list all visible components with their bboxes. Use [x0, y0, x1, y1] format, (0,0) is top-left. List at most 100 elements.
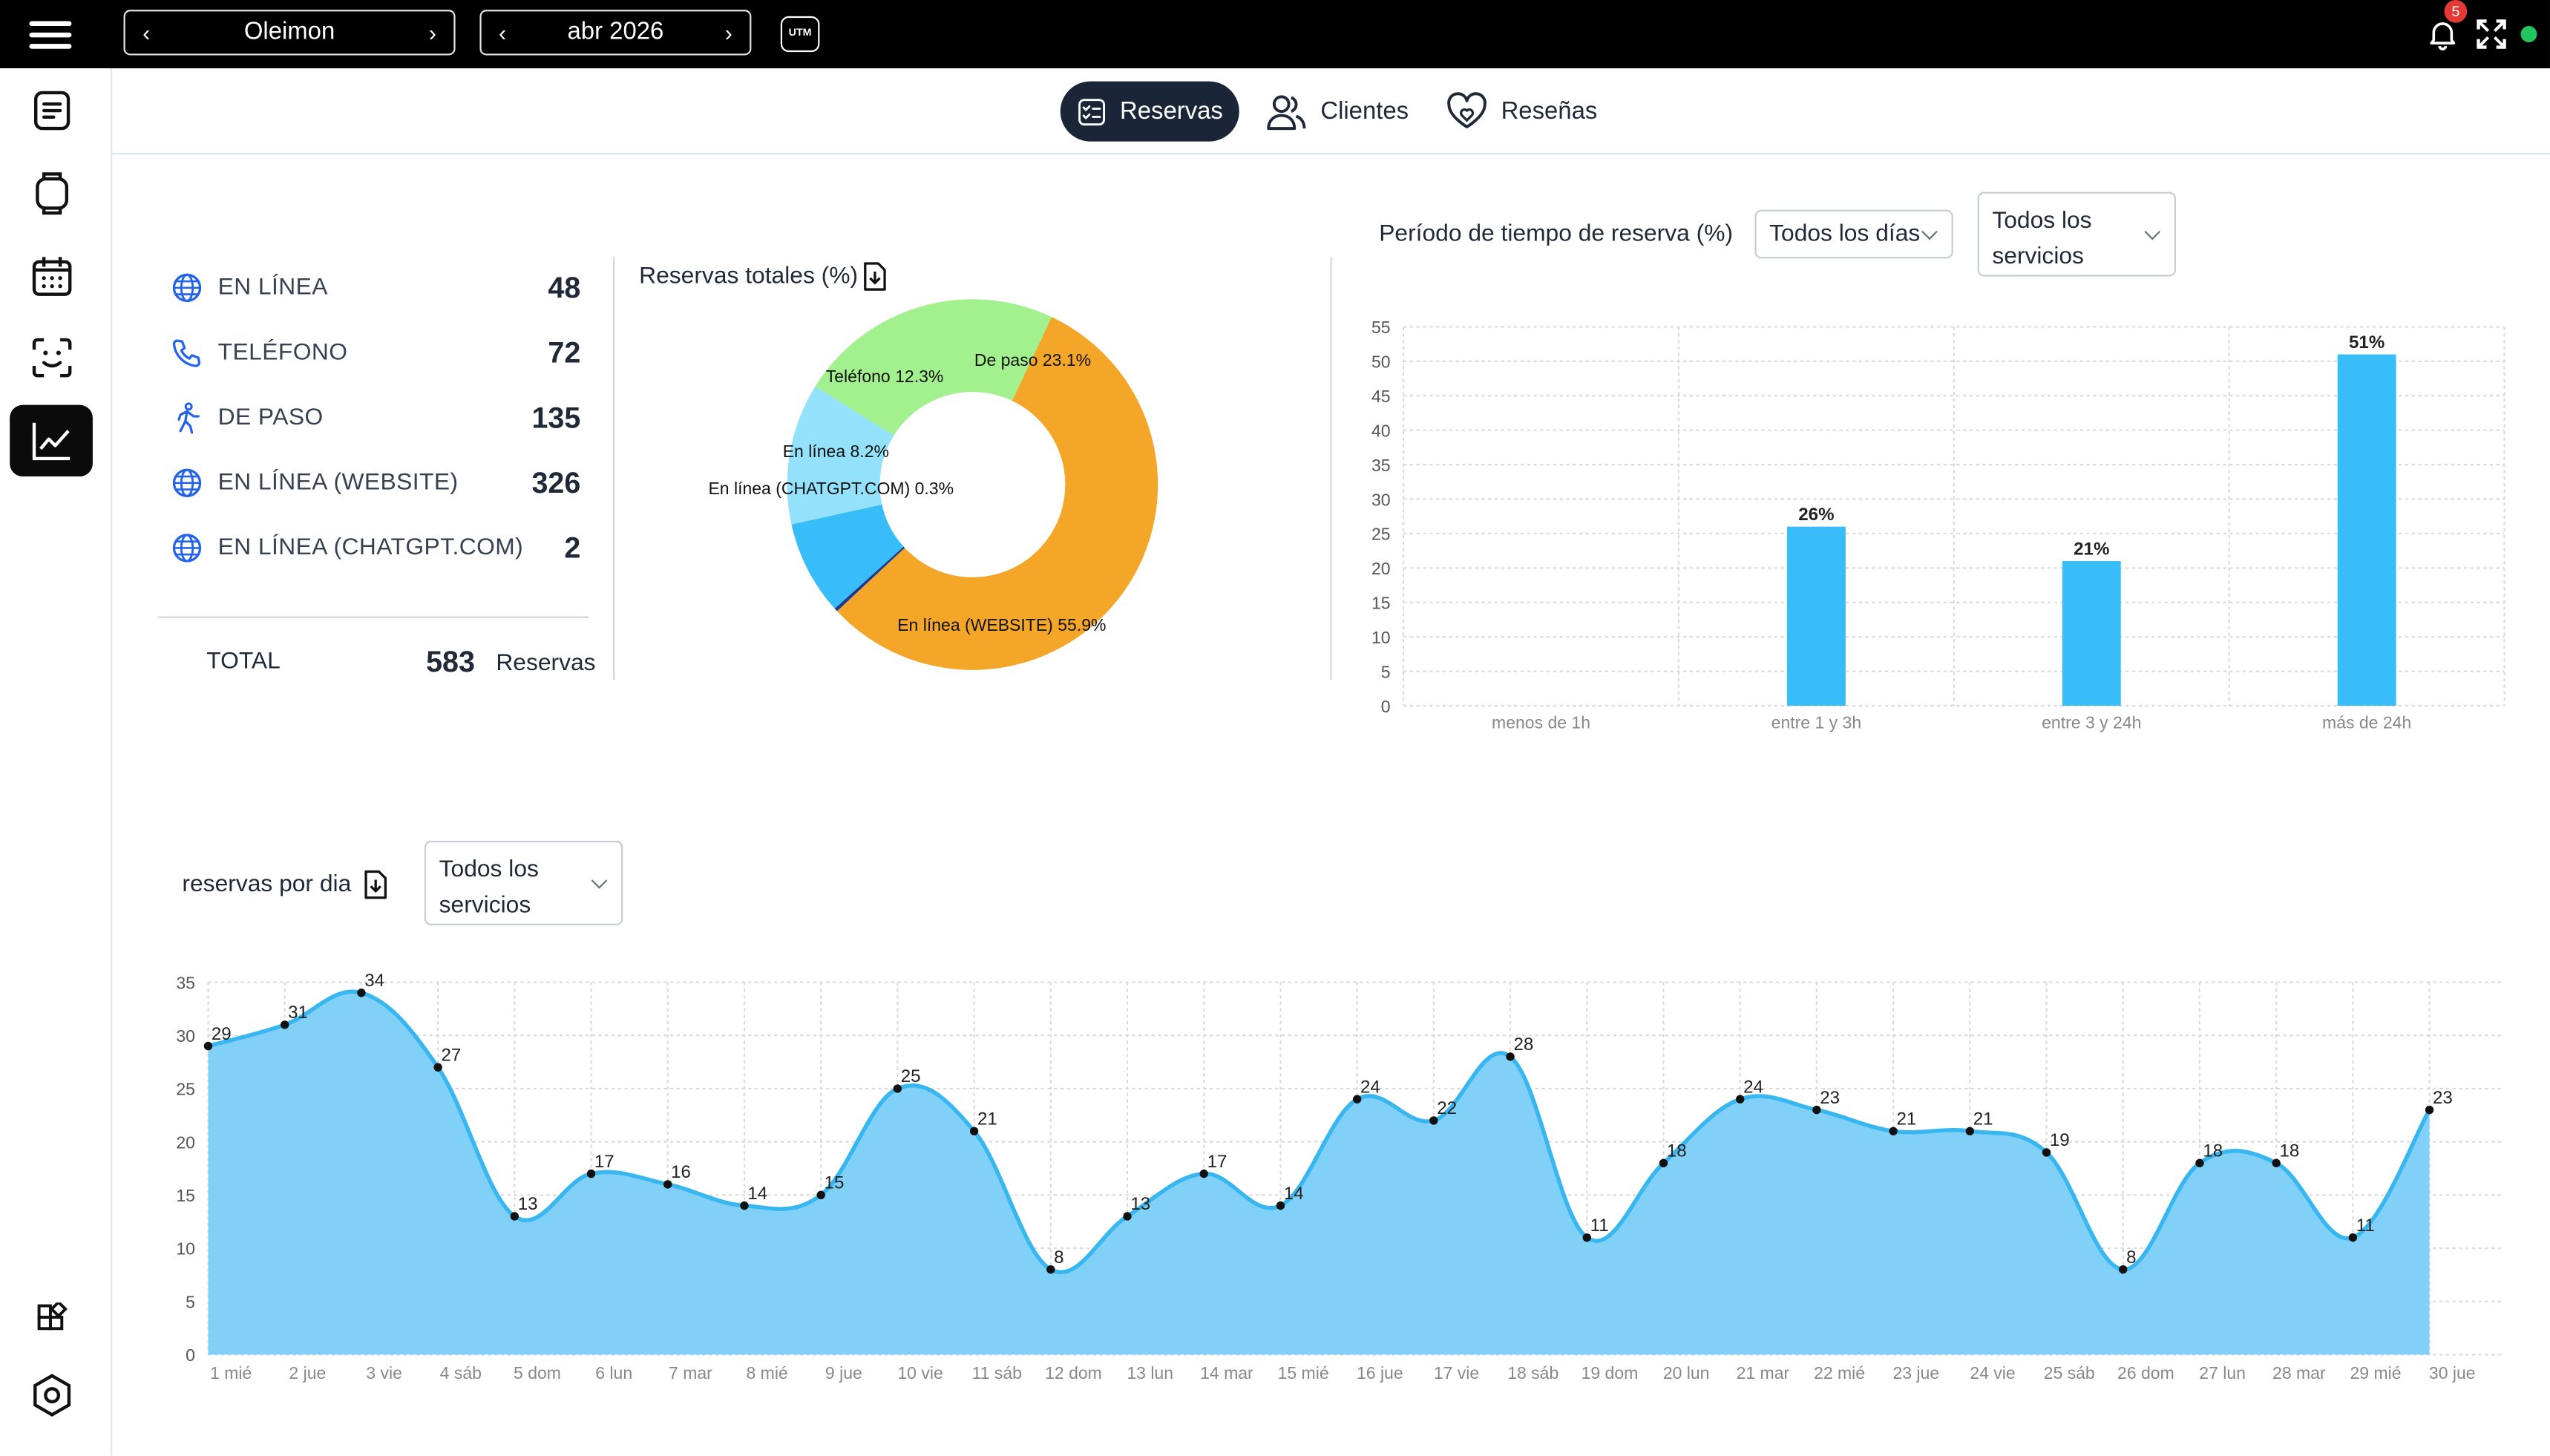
sidebar-item-device[interactable] [10, 158, 93, 229]
data-point [663, 1180, 672, 1189]
x-tick-label: 22 mié [1814, 1363, 1865, 1383]
fullscreen-icon[interactable] [2475, 18, 2508, 50]
data-point [893, 1084, 902, 1093]
utm-button[interactable]: UTM [780, 16, 820, 53]
x-tick-label: 18 sáb [1507, 1363, 1558, 1383]
data-point [280, 1020, 289, 1029]
data-point [1352, 1095, 1362, 1104]
y-tick-label: 0 [1381, 697, 1391, 716]
data-point [816, 1190, 825, 1199]
point-data-label: 11 [2356, 1216, 2375, 1236]
tab-clientes[interactable]: Clientes [1265, 82, 1409, 142]
x-tick-label: menos de 1h [1492, 713, 1590, 732]
point-data-label: 24 [1743, 1077, 1763, 1097]
point-data-label: 16 [671, 1162, 691, 1182]
donut-slice [815, 299, 1052, 436]
month-label[interactable]: abr 2026 [567, 18, 664, 46]
sidebar-item-calendar[interactable] [10, 240, 93, 312]
hamburger-menu-icon[interactable] [29, 18, 72, 50]
x-tick-label: 23 jue [1892, 1363, 1939, 1383]
data-point [1199, 1169, 1208, 1178]
bar-data-label: 26% [1798, 505, 1834, 525]
bell-icon[interactable] [2425, 16, 2460, 52]
y-tick-label: 55 [1371, 318, 1391, 337]
x-tick-label: 21 mar [1737, 1363, 1790, 1383]
source-value: 72 [548, 335, 581, 369]
data-point [1046, 1265, 1055, 1274]
month-next-button[interactable]: › [724, 19, 732, 46]
period-title: Período de tiempo de reserva (%) [1379, 221, 1734, 248]
x-tick-label: 14 mar [1200, 1363, 1253, 1383]
total-unit: Reservas [496, 650, 596, 677]
x-tick-label: 15 mié [1278, 1363, 1329, 1383]
x-tick-label: 8 mié [747, 1363, 788, 1383]
point-data-label: 8 [2126, 1247, 2136, 1268]
bar-data-label: 21% [2074, 539, 2109, 559]
data-point [1659, 1158, 1668, 1167]
data-point [1123, 1212, 1132, 1221]
month-prev-button[interactable]: ‹ [498, 19, 507, 46]
data-point [203, 1041, 213, 1051]
tab-reservas[interactable]: Reservas [1060, 81, 1239, 142]
data-point [2042, 1148, 2051, 1157]
tabs-divider [112, 152, 2550, 155]
sidebar-item-settings[interactable] [10, 1360, 93, 1431]
tab-resenas[interactable]: Reseñas [1446, 82, 1597, 142]
y-tick-label: 30 [176, 1026, 195, 1046]
globe-icon [172, 273, 202, 303]
source-value: 135 [531, 401, 581, 433]
settings-icon [33, 1374, 71, 1417]
download-icon[interactable] [860, 260, 889, 293]
point-data-label: 22 [1437, 1098, 1457, 1118]
x-tick-label: 4 sáb [440, 1363, 482, 1383]
download-icon[interactable] [361, 868, 390, 901]
source-value: 2 [564, 531, 581, 564]
donut-data-label: En línea 8.2% [783, 442, 889, 461]
sidebar-item-widgets[interactable] [10, 1283, 93, 1354]
data-point [2348, 1233, 2358, 1242]
point-data-label: 28 [1513, 1034, 1533, 1055]
data-point [1429, 1116, 1438, 1125]
y-tick-label: 45 [1371, 387, 1391, 406]
vertical-divider-right [1330, 257, 1332, 680]
x-tick-label: 5 dom [514, 1363, 561, 1383]
source-value: 326 [531, 465, 581, 499]
checklist-icon [1078, 98, 1105, 125]
days-filter-value: Todos los días [1769, 221, 1921, 248]
venue-next-button[interactable]: › [428, 19, 436, 46]
donut-slice [834, 546, 905, 611]
services-filter-select[interactable]: Todos los servicios [1977, 191, 2176, 277]
data-point [1965, 1127, 1975, 1135]
point-data-label: 23 [1820, 1088, 1840, 1108]
sidebar-item-face[interactable] [10, 322, 93, 393]
point-data-label: 18 [2203, 1141, 2223, 1161]
donut-data-label: En línea (WEBSITE) 55.9% [897, 615, 1106, 634]
venue-name[interactable]: Oleimon [243, 18, 335, 46]
sidebar-item-list[interactable] [10, 75, 93, 146]
y-tick-label: 10 [1371, 628, 1391, 647]
sidebar-item-analytics[interactable] [10, 404, 93, 477]
x-tick-label: 13 lun [1127, 1363, 1173, 1383]
data-point [1812, 1105, 1821, 1115]
point-data-label: 21 [977, 1109, 997, 1129]
point-data-label: 27 [441, 1045, 461, 1065]
data-point [969, 1127, 979, 1135]
x-tick-label: 26 dom [2117, 1363, 2174, 1383]
point-data-label: 23 [2433, 1088, 2453, 1108]
x-tick-label: 28 mar [2272, 1363, 2326, 1383]
days-filter-select[interactable]: Todos los días [1754, 209, 1953, 259]
source-row-walkin: DE PASO 135 [171, 399, 580, 438]
venue-prev-button[interactable]: ‹ [142, 19, 151, 46]
source-row-phone: TELÉFONO 72 [171, 333, 580, 373]
point-data-label: 14 [747, 1184, 767, 1204]
list-icon [33, 91, 70, 131]
top-bar: ‹ Oleimon › ‹ abr 2026 › UTM 5 [0, 0, 2550, 69]
donut-slice [787, 386, 894, 525]
daily-services-filter-select[interactable]: Todos los servicios [424, 840, 623, 925]
source-value: 48 [548, 270, 581, 304]
chevron-down-icon [2144, 223, 2161, 240]
data-point [2195, 1158, 2204, 1167]
x-tick-label: 11 sáb [972, 1363, 1022, 1383]
data-point [1735, 1095, 1745, 1104]
data-point [433, 1063, 442, 1072]
